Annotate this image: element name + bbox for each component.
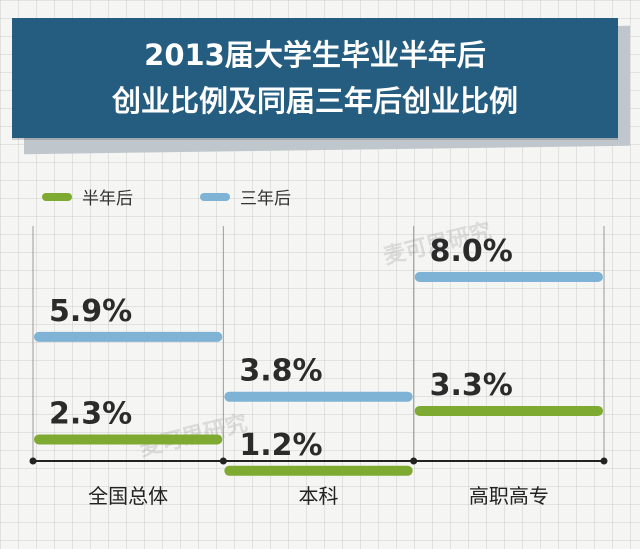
category-label: 高职高专 — [469, 484, 549, 508]
category-label: 全国总体 — [88, 484, 168, 508]
title-line-1: 2013届大学生毕业半年后 — [144, 38, 486, 72]
axis-tick-dot — [600, 457, 608, 465]
legend-label-three-year: 三年后 — [240, 189, 291, 209]
title-line-2: 创业比例及同届三年后创业比例 — [111, 84, 518, 118]
axis-tick-dot — [219, 457, 227, 465]
data-label: 2.3% — [49, 396, 132, 431]
data-label: 1.2% — [239, 428, 322, 463]
category-label: 本科 — [299, 484, 339, 508]
axis-tick-dot — [410, 457, 418, 465]
title-banner: 2013届大学生毕业半年后 创业比例及同届三年后创业比例 — [12, 18, 618, 138]
legend-item-half-year: 半年后 — [42, 184, 133, 209]
axis-tick-dot — [29, 457, 37, 465]
data-label: 3.8% — [239, 354, 322, 389]
legend-swatch-three-year — [200, 192, 230, 201]
data-label: 8.0% — [430, 234, 513, 269]
legend-item-three-year: 三年后 — [200, 184, 291, 209]
legend-swatch-half-year — [42, 192, 72, 201]
legend-label-half-year: 半年后 — [82, 189, 133, 209]
data-label: 3.3% — [430, 368, 513, 403]
data-label: 5.9% — [49, 294, 132, 329]
